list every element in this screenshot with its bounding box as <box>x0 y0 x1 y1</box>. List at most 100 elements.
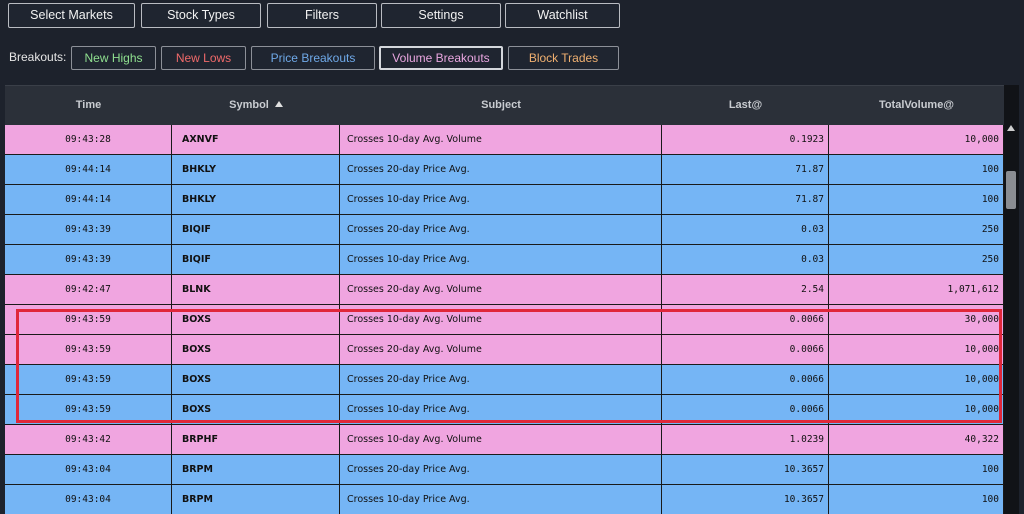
table-row[interactable]: 09:43:59 BOXS Crosses 20-day Price Avg. 0.0… <box>5 365 1004 395</box>
cell-total-volume: 10,000 <box>829 365 1004 395</box>
column-header-total-volume[interactable]: TotalVolume@ <box>878 99 955 111</box>
cell-symbol: BHKLY <box>172 185 340 215</box>
cell-subject: Crosses 20-day Price Avg. <box>340 365 662 395</box>
new-lows-button[interactable]: New Lows <box>161 46 246 70</box>
table-row[interactable]: 09:44:14 BHKLY Crosses 20-day Price Avg. 71… <box>5 155 1004 185</box>
cell-symbol: BOXS <box>172 305 340 335</box>
cell-last: 71.87 <box>662 155 829 185</box>
cell-last: 0.0066 <box>662 365 829 395</box>
cell-total-volume: 250 <box>829 245 1004 275</box>
cell-symbol: BRPHF <box>172 425 340 455</box>
table-row[interactable]: 09:42:47 BLNK Crosses 20-day Avg. Volume 2.… <box>5 275 1004 305</box>
cell-symbol: BRPM <box>172 485 340 514</box>
cell-total-volume: 10,000 <box>829 335 1004 365</box>
table-row[interactable]: 09:43:59 BOXS Crosses 20-day Avg. Volume 0.… <box>5 335 1004 365</box>
cell-last: 10.3657 <box>662 485 829 514</box>
select-markets-button[interactable]: Select Markets <box>8 3 135 28</box>
cell-total-volume: 30,000 <box>829 305 1004 335</box>
table-row[interactable]: 09:43:04 BRPM Crosses 20-day Price Avg. 10.… <box>5 455 1004 485</box>
cell-subject: Crosses 10-day Price Avg. <box>340 395 662 425</box>
window-edge <box>1019 85 1024 514</box>
cell-symbol: BLNK <box>172 275 340 305</box>
scroll-up-arrow-icon[interactable] <box>1007 125 1015 131</box>
cell-time: 09:42:47 <box>5 275 172 305</box>
new-highs-button[interactable]: New Highs <box>71 46 156 70</box>
cell-symbol: BIQIF <box>172 245 340 275</box>
cell-time: 09:44:14 <box>5 155 172 185</box>
cell-subject: Crosses 20-day Price Avg. <box>340 455 662 485</box>
cell-time: 09:43:28 <box>5 125 172 155</box>
table-header: Time Symbol Subject Last@ TotalVolume@ <box>5 86 1004 125</box>
cell-symbol: BOXS <box>172 365 340 395</box>
cell-total-volume: 10,000 <box>829 395 1004 425</box>
cell-last: 2.54 <box>662 275 829 305</box>
cell-total-volume: 10,000 <box>829 125 1004 155</box>
cell-total-volume: 100 <box>829 455 1004 485</box>
cell-last: 0.03 <box>662 245 829 275</box>
cell-time: 09:43:42 <box>5 425 172 455</box>
cell-total-volume: 40,322 <box>829 425 1004 455</box>
column-header-symbol-label: Symbol <box>229 99 269 111</box>
cell-symbol: BIQIF <box>172 215 340 245</box>
table-row[interactable]: 09:43:39 BIQIF Crosses 10-day Price Avg. 0.… <box>5 245 1004 275</box>
table-row[interactable]: 09:43:42 BRPHF Crosses 10-day Avg. Volume 1… <box>5 425 1004 455</box>
cell-total-volume: 250 <box>829 215 1004 245</box>
cell-total-volume: 1,071,612 <box>829 275 1004 305</box>
cell-symbol: BOXS <box>172 335 340 365</box>
table-row[interactable]: 09:43:59 BOXS Crosses 10-day Price Avg. 0.0… <box>5 395 1004 425</box>
cell-symbol: BHKLY <box>172 155 340 185</box>
cell-last: 0.0066 <box>662 305 829 335</box>
stock-types-button[interactable]: Stock Types <box>141 3 261 28</box>
cell-symbol: BOXS <box>172 395 340 425</box>
cell-time: 09:43:59 <box>5 395 172 425</box>
breakouts-label: Breakouts: <box>9 50 67 64</box>
price-breakouts-button[interactable]: Price Breakouts <box>251 46 375 70</box>
table-row[interactable]: 09:43:39 BIQIF Crosses 20-day Price Avg. 0.… <box>5 215 1004 245</box>
cell-last: 0.0066 <box>662 335 829 365</box>
column-header-symbol[interactable]: Symbol <box>172 86 340 125</box>
cell-total-volume: 100 <box>829 485 1004 514</box>
column-header-subject[interactable]: Subject <box>481 99 521 111</box>
vertical-scrollbar[interactable] <box>1004 85 1019 514</box>
block-trades-button[interactable]: Block Trades <box>508 46 619 70</box>
filters-button[interactable]: Filters <box>267 3 377 28</box>
settings-button[interactable]: Settings <box>381 3 501 28</box>
cell-last: 71.87 <box>662 185 829 215</box>
cell-subject: Crosses 20-day Avg. Volume <box>340 335 662 365</box>
cell-time: 09:43:39 <box>5 245 172 275</box>
table-row[interactable]: 09:43:28 AXNVF Crosses 10-day Avg. Volume 0… <box>5 125 1004 155</box>
breakouts-table: Time Symbol Subject Last@ TotalVolume@ 0… <box>5 85 1004 514</box>
sort-ascending-icon <box>274 101 283 107</box>
volume-breakouts-button[interactable]: Volume Breakouts <box>379 46 503 70</box>
cell-subject: Crosses 10-day Avg. Volume <box>340 425 662 455</box>
cell-subject: Crosses 10-day Price Avg. <box>340 245 662 275</box>
cell-last: 0.1923 <box>662 125 829 155</box>
watchlist-button[interactable]: Watchlist <box>505 3 620 28</box>
cell-symbol: BRPM <box>172 455 340 485</box>
column-header-time[interactable]: Time <box>75 99 102 111</box>
table-row[interactable]: 09:43:04 BRPM Crosses 10-day Price Avg. 10.… <box>5 485 1004 514</box>
cell-subject: Crosses 10-day Price Avg. <box>340 185 662 215</box>
cell-last: 10.3657 <box>662 455 829 485</box>
cell-time: 09:43:59 <box>5 365 172 395</box>
column-header-last[interactable]: Last@ <box>728 99 763 111</box>
cell-last: 0.0066 <box>662 395 829 425</box>
cell-last: 1.0239 <box>662 425 829 455</box>
cell-subject: Crosses 10-day Price Avg. <box>340 485 662 514</box>
cell-total-volume: 100 <box>829 155 1004 185</box>
cell-time: 09:43:59 <box>5 335 172 365</box>
cell-time: 09:43:04 <box>5 485 172 514</box>
cell-symbol: AXNVF <box>172 125 340 155</box>
cell-subject: Crosses 20-day Price Avg. <box>340 155 662 185</box>
cell-subject: Crosses 20-day Price Avg. <box>340 215 662 245</box>
cell-time: 09:43:59 <box>5 305 172 335</box>
table-row[interactable]: 09:44:14 BHKLY Crosses 10-day Price Avg. 71… <box>5 185 1004 215</box>
scrollbar-thumb[interactable] <box>1006 171 1016 209</box>
cell-time: 09:43:39 <box>5 215 172 245</box>
cell-total-volume: 100 <box>829 185 1004 215</box>
cell-last: 0.03 <box>662 215 829 245</box>
cell-subject: Crosses 10-day Avg. Volume <box>340 305 662 335</box>
cell-time: 09:44:14 <box>5 185 172 215</box>
cell-time: 09:43:04 <box>5 455 172 485</box>
table-row[interactable]: 09:43:59 BOXS Crosses 10-day Avg. Volume 0.… <box>5 305 1004 335</box>
